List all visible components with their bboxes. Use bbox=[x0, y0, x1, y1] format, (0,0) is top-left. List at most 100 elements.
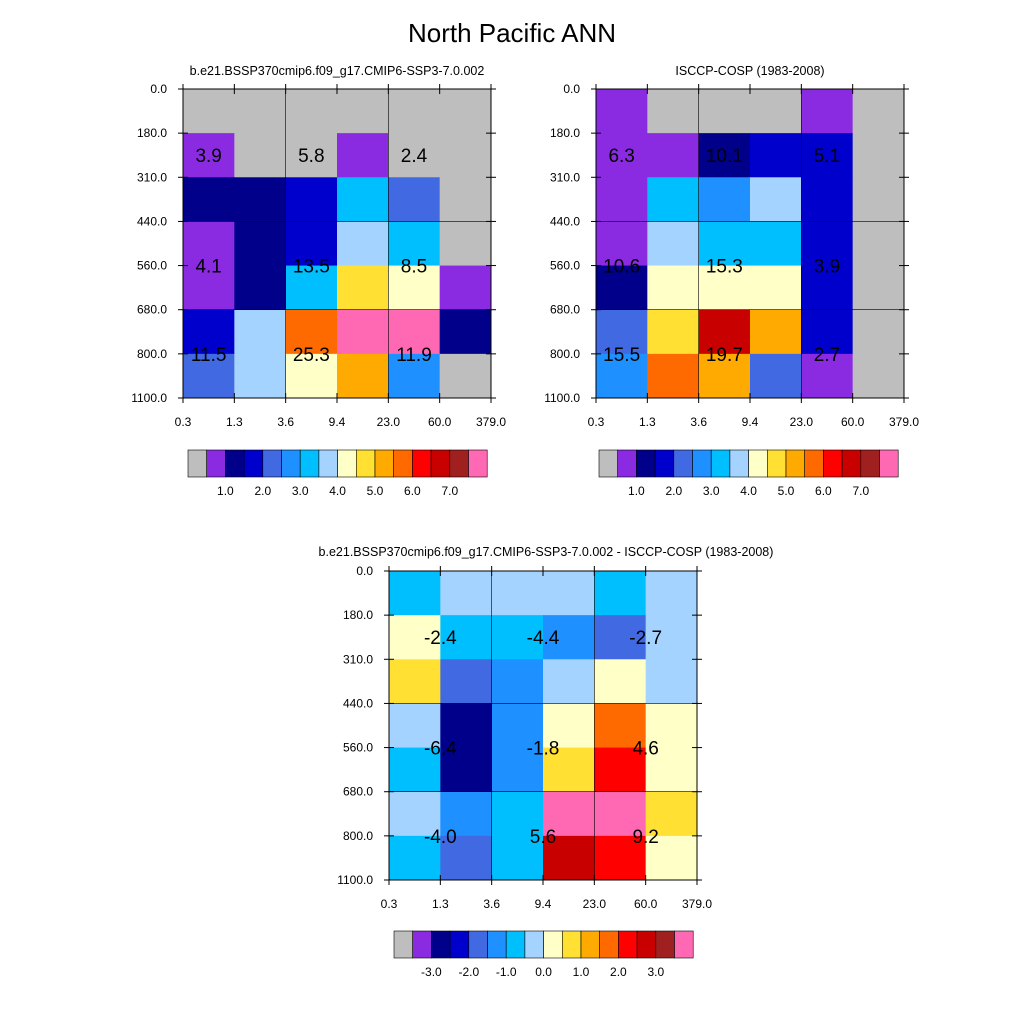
diff-value-label: -2.7 bbox=[629, 628, 662, 649]
diff-cell bbox=[645, 615, 698, 660]
model-panel: 0.0 180.0 310.0 440.0 560.0 680.0 800.0 1100.0 0… bbox=[131, 82, 506, 498]
model-cell bbox=[337, 89, 389, 134]
diff-xtick-label: 60.0 bbox=[634, 897, 658, 911]
model-value-label: 25.3 bbox=[293, 345, 330, 366]
model-colorbar-box bbox=[430, 449, 451, 478]
obs-cell bbox=[596, 221, 648, 267]
diff-value-label: -2.4 bbox=[424, 628, 457, 649]
obs-colorbar-box bbox=[692, 449, 712, 478]
model-colorbar-box bbox=[206, 449, 226, 478]
model-colorbar-label: 2.0 bbox=[254, 484, 271, 498]
diff-xtick-label: 379.0 bbox=[682, 897, 712, 911]
model-colorbar-box bbox=[318, 449, 338, 478]
diff-colorbar-box bbox=[468, 930, 488, 959]
diff-cell bbox=[440, 747, 493, 793]
diff-colorbar-box bbox=[431, 930, 451, 959]
obs-cell bbox=[801, 221, 854, 267]
obs-cell bbox=[647, 133, 700, 178]
obs-ytick-label: 440.0 bbox=[550, 214, 580, 228]
model-ytick-label: 180.0 bbox=[137, 126, 167, 140]
diff-ytick-label: 560.0 bbox=[343, 741, 373, 755]
model-value-label: 5.8 bbox=[298, 146, 324, 167]
diff-colorbar-label: -3.0 bbox=[421, 965, 442, 979]
diff-cell bbox=[440, 791, 493, 837]
obs-xtick-label: 9.4 bbox=[742, 415, 759, 429]
diff-cell bbox=[543, 571, 595, 616]
model-cell bbox=[183, 265, 235, 311]
model-cell bbox=[439, 309, 492, 355]
model-xtick-label: 1.3 bbox=[226, 415, 243, 429]
obs-colorbar-box bbox=[766, 449, 787, 478]
diff-cell bbox=[594, 703, 647, 749]
diff-colorbar-box bbox=[487, 930, 507, 959]
obs-colorbar-label: 3.0 bbox=[703, 484, 720, 498]
model-xtick-label: 3.6 bbox=[277, 415, 294, 429]
diff-panel: 0.0 180.0 310.0 440.0 560.0 680.0 800.0 1100.0 0… bbox=[337, 564, 712, 979]
model-ytick-label: 800.0 bbox=[137, 347, 167, 361]
model-cell bbox=[388, 177, 441, 222]
obs-ytick-label: 680.0 bbox=[550, 303, 580, 317]
model-value-label: 3.9 bbox=[195, 146, 221, 167]
model-cell bbox=[285, 265, 338, 311]
model-value-label: 13.5 bbox=[293, 257, 330, 278]
diff-cell bbox=[645, 747, 698, 793]
model-cell bbox=[285, 221, 338, 267]
model-ytick-label: 0.0 bbox=[150, 82, 167, 96]
diff-cell bbox=[440, 615, 493, 660]
diff-cell bbox=[389, 571, 441, 616]
diff-colorbar-box bbox=[524, 930, 544, 959]
obs-colorbar-box bbox=[617, 449, 637, 478]
model-colorbar-box bbox=[281, 449, 301, 478]
obs-colorbar-box bbox=[729, 449, 749, 478]
diff-cell bbox=[594, 791, 647, 837]
model-ytick-label: 680.0 bbox=[137, 303, 167, 317]
obs-cell bbox=[698, 133, 751, 178]
diff-cell bbox=[440, 703, 493, 749]
model-cell bbox=[337, 133, 389, 178]
diff-ytick-label: 440.0 bbox=[343, 696, 373, 710]
model-cell bbox=[234, 221, 287, 267]
diff-cell bbox=[543, 835, 595, 881]
diff-value-label: 4.6 bbox=[632, 739, 658, 760]
obs-cell bbox=[698, 89, 751, 134]
obs-cell bbox=[801, 309, 854, 355]
model-colorbar-box bbox=[468, 449, 488, 478]
model-value-label: 11.5 bbox=[191, 345, 227, 366]
obs-cell bbox=[698, 221, 751, 267]
diff-cell bbox=[491, 703, 544, 749]
diff-cell bbox=[389, 659, 441, 704]
diff-cell bbox=[389, 835, 441, 881]
diff-xtick-label: 3.6 bbox=[483, 897, 500, 911]
obs-cell bbox=[647, 309, 700, 355]
model-xtick-label: 9.4 bbox=[329, 415, 346, 429]
diff-colorbar-box bbox=[655, 930, 675, 959]
obs-xtick-label: 379.0 bbox=[889, 415, 919, 429]
diff-colorbar-label: 2.0 bbox=[610, 965, 627, 979]
obs-colorbar-box bbox=[748, 449, 768, 478]
model-panel-title: b.e21.BSSP370cmip6.f09_g17.CMIP6-SSP3-7.… bbox=[189, 64, 485, 78]
model-xtick-label: 0.3 bbox=[175, 415, 192, 429]
model-cell bbox=[439, 177, 492, 222]
model-colorbar-box bbox=[449, 449, 469, 478]
model-cell bbox=[337, 353, 389, 399]
diff-cell bbox=[389, 747, 441, 793]
diff-ytick-label: 800.0 bbox=[343, 829, 373, 843]
obs-value-label: 3.9 bbox=[814, 257, 840, 278]
model-cell bbox=[439, 265, 492, 311]
model-cell bbox=[439, 89, 492, 134]
obs-cell bbox=[647, 89, 700, 134]
model-ytick-label: 310.0 bbox=[137, 170, 167, 184]
obs-colorbar-box bbox=[598, 449, 619, 478]
diff-cell bbox=[543, 659, 595, 704]
obs-value-label: 19.7 bbox=[706, 345, 743, 366]
model-cell bbox=[439, 221, 492, 267]
diff-cell bbox=[491, 791, 544, 837]
diff-colorbar-box bbox=[412, 930, 432, 959]
model-cell bbox=[234, 133, 287, 178]
model-cell bbox=[234, 353, 287, 399]
obs-cell bbox=[596, 353, 648, 399]
model-colorbar-box bbox=[299, 449, 320, 478]
diff-cell bbox=[389, 703, 441, 749]
diff-ytick-label: 680.0 bbox=[343, 785, 373, 799]
obs-ytick-label: 180.0 bbox=[550, 126, 580, 140]
